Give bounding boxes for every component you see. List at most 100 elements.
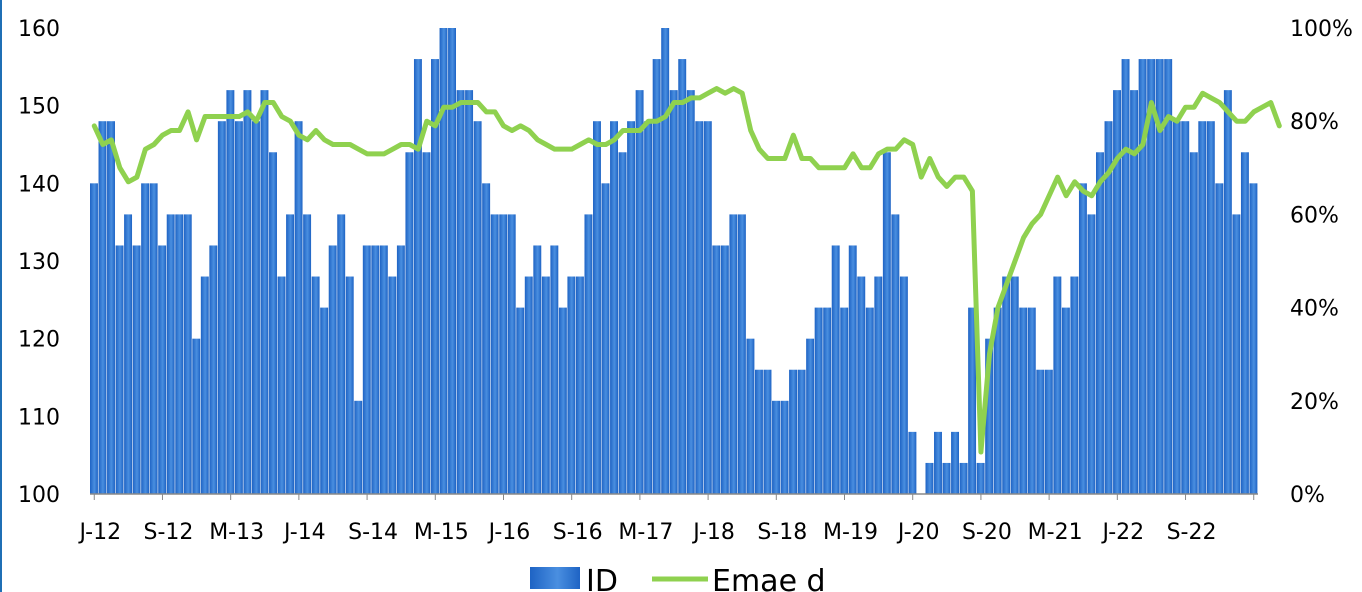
bar <box>712 245 721 494</box>
bar <box>354 400 363 494</box>
bar <box>891 214 900 494</box>
bar <box>294 121 303 494</box>
bar <box>337 214 346 494</box>
bar <box>1223 90 1232 494</box>
x-tick-label: M-17 <box>618 520 673 545</box>
bar <box>1232 214 1241 494</box>
bar <box>652 59 661 494</box>
bar <box>720 245 729 494</box>
bar <box>754 369 763 494</box>
bar <box>209 245 218 494</box>
bar <box>115 245 124 494</box>
bar <box>277 276 286 494</box>
bar <box>661 28 670 494</box>
bar <box>303 214 312 494</box>
bar <box>934 431 942 494</box>
bar <box>729 214 738 494</box>
bar <box>1002 276 1011 494</box>
bar <box>439 28 448 494</box>
y-left-tick-label: 140 <box>18 172 60 197</box>
x-tick-label: J-12 <box>77 520 121 545</box>
bar <box>1155 59 1164 494</box>
bar <box>669 90 678 494</box>
bar <box>362 245 371 494</box>
bar <box>678 59 687 494</box>
bar <box>968 307 977 494</box>
bar <box>431 59 439 494</box>
bar <box>141 183 150 494</box>
bar <box>763 369 772 494</box>
bar <box>797 369 806 494</box>
bar <box>942 462 951 494</box>
x-tick-label: J-22 <box>1101 520 1145 545</box>
bar <box>482 183 491 494</box>
bar <box>1172 121 1181 494</box>
bar <box>1215 183 1224 494</box>
bar <box>1053 276 1062 494</box>
x-tick-label: M-19 <box>823 520 878 545</box>
bar <box>1198 121 1207 494</box>
bar <box>243 90 252 494</box>
y-left-tick-label: 130 <box>18 250 60 275</box>
bar <box>1096 152 1104 494</box>
bar <box>806 338 815 494</box>
bar <box>158 245 167 494</box>
bar <box>993 307 1002 494</box>
x-tick-label: J-18 <box>691 520 735 545</box>
bar <box>388 276 397 494</box>
bar <box>644 121 653 494</box>
x-tick-label: S-16 <box>553 520 603 545</box>
y-right-tick-label: 80% <box>1290 110 1339 135</box>
y-right-tick-label: 100% <box>1290 17 1353 42</box>
bar <box>1061 307 1070 494</box>
bar-series-id <box>90 28 1258 494</box>
bar <box>1181 121 1190 494</box>
bar <box>558 307 567 494</box>
y-left-tick-label: 120 <box>18 328 60 353</box>
bar <box>98 121 107 494</box>
y-left-tick-label: 100 <box>18 483 60 508</box>
y-right-tick-label: 0% <box>1290 483 1325 508</box>
bar <box>618 152 627 494</box>
x-tick-label: M-15 <box>414 520 469 545</box>
bar <box>567 276 576 494</box>
bar <box>448 28 456 494</box>
bar <box>772 400 780 494</box>
bar <box>908 431 917 494</box>
x-tick-label: S-22 <box>1167 520 1217 545</box>
bar <box>1087 214 1096 494</box>
y-left-tick-label: 110 <box>18 405 60 430</box>
bar <box>882 152 891 494</box>
bar <box>610 121 618 494</box>
bar <box>516 307 525 494</box>
bar <box>124 214 133 494</box>
x-tick-label: S-18 <box>757 520 807 545</box>
bar <box>1010 276 1019 494</box>
bar <box>1249 183 1258 494</box>
bar <box>703 121 712 494</box>
bar <box>789 369 798 494</box>
bar <box>1189 152 1198 494</box>
bar <box>831 245 840 494</box>
bar <box>524 276 533 494</box>
bar <box>217 121 226 494</box>
bar <box>635 90 644 494</box>
bar <box>465 90 474 494</box>
bar <box>226 90 235 494</box>
bar <box>328 245 337 494</box>
x-tick-label: S-20 <box>962 520 1012 545</box>
y-right-tick-label: 40% <box>1290 297 1339 322</box>
x-tick-label: M-13 <box>209 520 264 545</box>
bar <box>601 183 610 494</box>
x-tick-label: J-14 <box>282 520 326 545</box>
bar <box>959 462 968 494</box>
bar <box>1138 59 1147 494</box>
bar <box>507 214 516 494</box>
bar <box>320 307 329 494</box>
bar <box>269 152 277 494</box>
bar <box>132 245 141 494</box>
bar <box>311 276 320 494</box>
bar <box>985 338 994 494</box>
